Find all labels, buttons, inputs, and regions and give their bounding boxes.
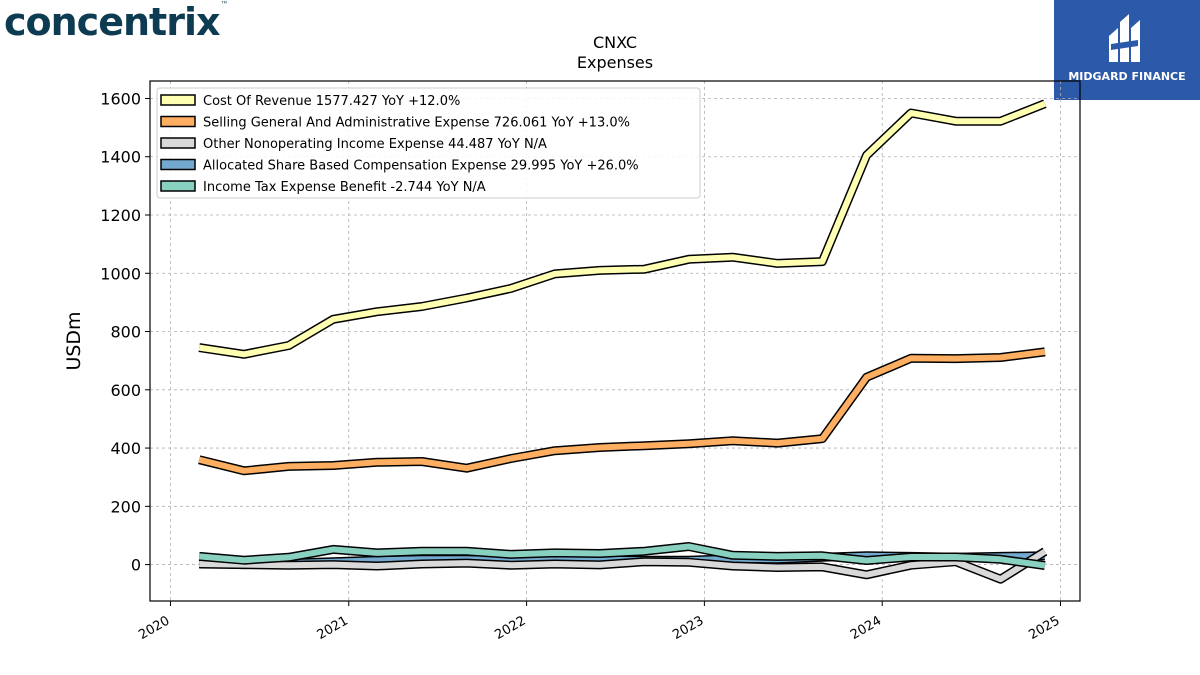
- y-tick-label: 0: [131, 556, 141, 575]
- x-tick-label: 2025: [1026, 613, 1062, 643]
- y-tick-label: 600: [110, 381, 141, 400]
- legend-entry: Selling General And Administrative Expen…: [203, 116, 630, 131]
- y-tick-label: 200: [110, 497, 141, 516]
- x-tick-label: 2023: [670, 613, 706, 643]
- concentrix-logo-text: concentrix: [4, 0, 220, 44]
- concentrix-logo: concentrix™: [4, 0, 228, 44]
- y-tick-label: 1400: [100, 148, 141, 167]
- series-line: [198, 348, 1046, 474]
- midgard-finance-logo-text: MIDGARD FINANCE: [1068, 70, 1186, 83]
- legend-swatch: [160, 94, 196, 106]
- y-axis-label: USDm: [63, 311, 85, 370]
- legend-swatch: [160, 180, 196, 192]
- x-tick-label: 2022: [492, 613, 528, 643]
- x-tick-label: 2024: [848, 613, 884, 643]
- series-line: [198, 100, 1047, 358]
- chart-title: CNXC: [593, 33, 637, 52]
- legend: Cost Of Revenue 1577.427 YoY +12.0% Selli…: [156, 87, 701, 199]
- x-tick-label: 2020: [136, 613, 172, 643]
- y-tick-label: 1000: [100, 264, 141, 283]
- y-tick-label: 800: [110, 323, 141, 342]
- chart-subtitle: Expenses: [577, 53, 653, 72]
- y-tick-label: 1200: [100, 206, 141, 225]
- legend-box: [156, 87, 701, 199]
- series-line: [199, 548, 1047, 583]
- series-lines: [198, 99, 1048, 584]
- legend-swatch: [160, 137, 196, 149]
- y-tick-label: 400: [110, 439, 141, 458]
- legend-entry: Allocated Share Based Compensation Expen…: [203, 159, 639, 174]
- legend-entry: Income Tax Expense Benefit -2.744 YoY N/…: [203, 180, 486, 195]
- plot-frame: [149, 80, 1081, 602]
- y-tick-label: 1600: [100, 89, 141, 108]
- legend-swatch: [160, 158, 196, 171]
- midgard-finance-logo: MIDGARD FINANCE: [1054, 0, 1200, 100]
- legend-swatch: [160, 115, 196, 128]
- x-tick-label: 2021: [315, 613, 351, 643]
- legend-entry: Cost Of Revenue 1577.427 YoY +12.0%: [203, 94, 460, 109]
- legend-entry: Other Nonoperating Income Expense 44.487…: [203, 137, 547, 152]
- series-line: [198, 543, 1046, 569]
- midgard-emblem-icon: [1109, 14, 1140, 62]
- series-line-outline: [198, 347, 1046, 476]
